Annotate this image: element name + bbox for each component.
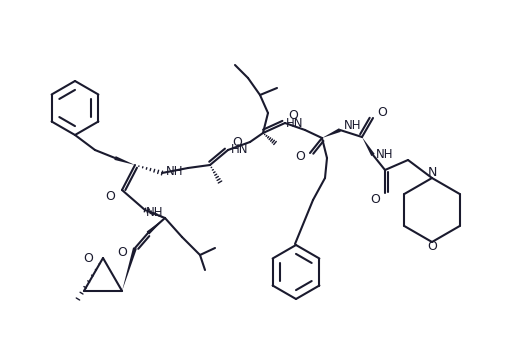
Text: O: O (117, 245, 127, 258)
Text: O: O (83, 251, 93, 264)
Polygon shape (122, 247, 137, 291)
Polygon shape (146, 218, 165, 234)
Text: O: O (287, 109, 297, 122)
Text: NH: NH (166, 166, 183, 179)
Polygon shape (321, 128, 340, 138)
Polygon shape (114, 156, 135, 165)
Text: O: O (376, 107, 386, 120)
Text: NH: NH (376, 149, 393, 162)
Text: O: O (426, 240, 436, 253)
Text: O: O (105, 191, 115, 203)
Polygon shape (361, 137, 374, 156)
Text: NH: NH (146, 207, 164, 220)
Text: HN: HN (286, 118, 303, 131)
Text: NH: NH (343, 120, 361, 132)
Text: N: N (426, 167, 436, 179)
Text: O: O (294, 150, 305, 163)
Text: HN: HN (231, 144, 248, 156)
Text: O: O (369, 193, 379, 207)
Text: O: O (232, 137, 241, 150)
